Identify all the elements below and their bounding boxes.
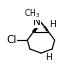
Text: Cl: Cl bbox=[6, 35, 16, 45]
Text: H: H bbox=[49, 20, 56, 29]
Text: CH$_3$: CH$_3$ bbox=[24, 7, 40, 20]
Polygon shape bbox=[33, 22, 41, 32]
Text: H: H bbox=[45, 53, 52, 62]
Text: N: N bbox=[33, 17, 41, 27]
Text: H: H bbox=[45, 53, 52, 62]
